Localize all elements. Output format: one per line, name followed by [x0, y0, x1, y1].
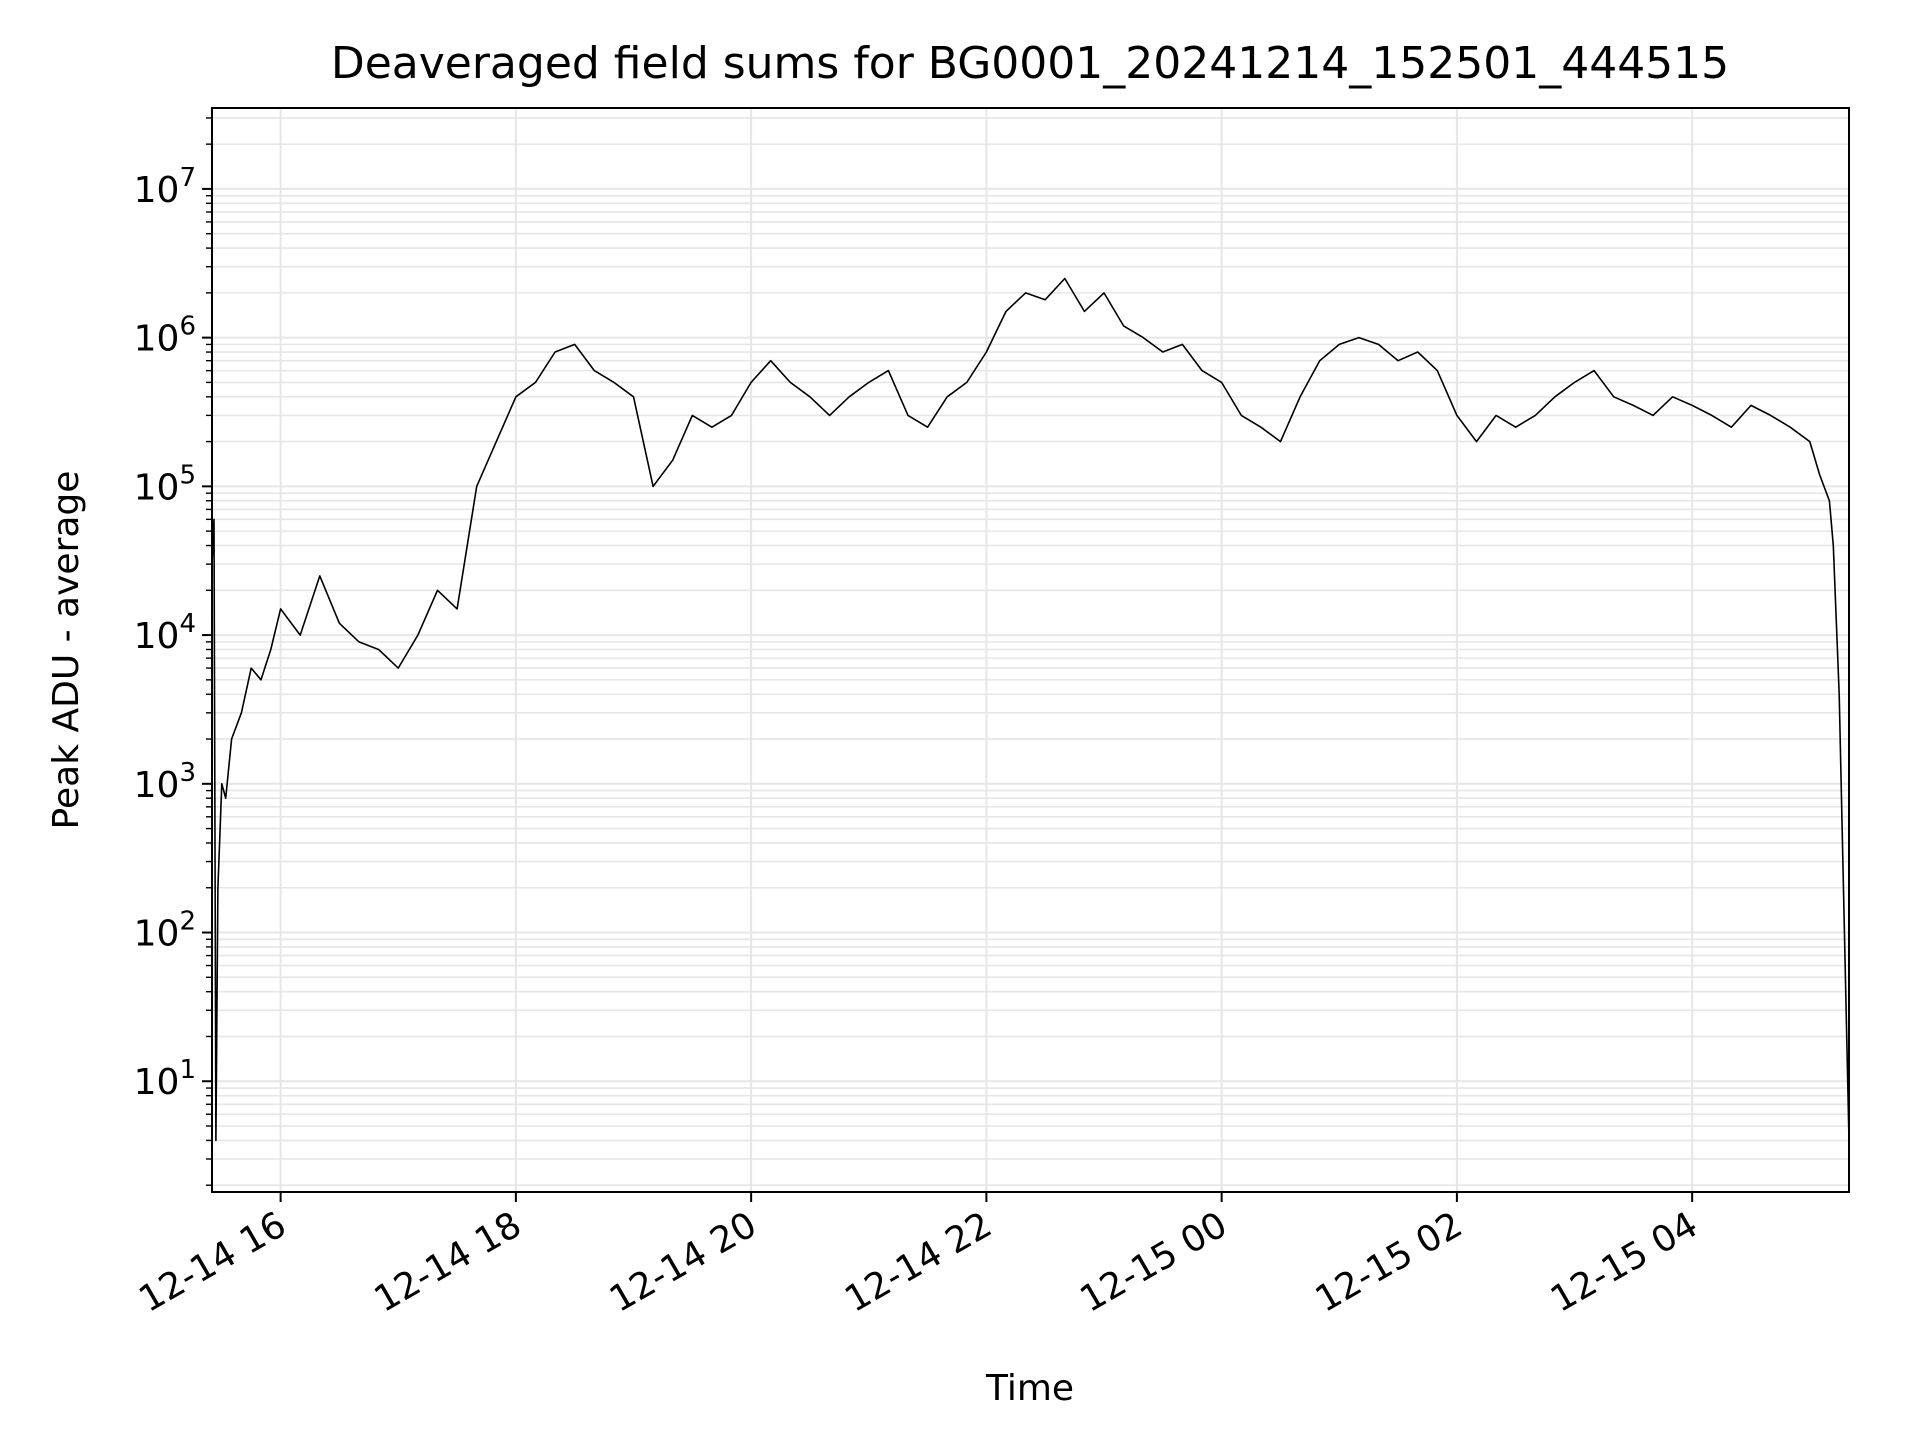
grid: [212, 108, 1849, 1192]
y-tick-label: 102: [134, 907, 196, 955]
series-layer: [211, 277, 1850, 1142]
chart-title: Deaveraged field sums for BG0001_2024121…: [331, 38, 1729, 89]
y-axis-label: Peak ADU - average: [46, 471, 87, 830]
y-tick-label: 104: [134, 609, 196, 657]
y-tick-label: 103: [134, 758, 196, 806]
y-tick-label: 107: [134, 163, 196, 211]
y-tick-label: 106: [134, 312, 196, 360]
y-axis: 101 102 103 104 105 106 107: [134, 117, 212, 1186]
series-line: [211, 277, 1850, 1142]
y-tick-label: 101: [134, 1055, 196, 1103]
x-axis-label: Time: [985, 1368, 1074, 1409]
y-tick-label: 105: [134, 460, 196, 508]
